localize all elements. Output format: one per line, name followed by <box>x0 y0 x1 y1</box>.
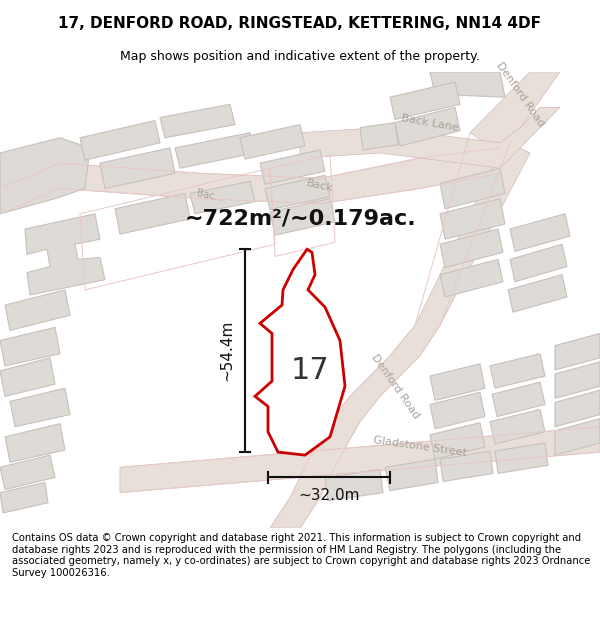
Polygon shape <box>490 409 545 444</box>
Polygon shape <box>508 274 567 312</box>
Polygon shape <box>440 229 503 268</box>
Polygon shape <box>175 132 255 168</box>
Polygon shape <box>300 107 560 168</box>
Polygon shape <box>555 419 600 455</box>
Text: 17: 17 <box>290 356 329 386</box>
Polygon shape <box>240 124 305 159</box>
Polygon shape <box>385 459 438 491</box>
Polygon shape <box>325 469 383 501</box>
Polygon shape <box>440 168 505 209</box>
Polygon shape <box>440 199 505 239</box>
Polygon shape <box>360 122 398 150</box>
Polygon shape <box>440 451 493 481</box>
Text: ~722m²/~0.179ac.: ~722m²/~0.179ac. <box>184 209 416 229</box>
Polygon shape <box>492 382 545 417</box>
Polygon shape <box>510 214 570 251</box>
Polygon shape <box>5 424 65 462</box>
Text: 17, DENFORD ROAD, RINGSTEAD, KETTERING, NN14 4DF: 17, DENFORD ROAD, RINGSTEAD, KETTERING, … <box>59 16 542 31</box>
Polygon shape <box>10 388 70 427</box>
Text: Gladstone Street: Gladstone Street <box>373 436 467 459</box>
Polygon shape <box>190 181 255 214</box>
Polygon shape <box>0 328 60 366</box>
Polygon shape <box>100 148 175 189</box>
Polygon shape <box>260 150 325 184</box>
Text: ~32.0m: ~32.0m <box>298 488 360 503</box>
Polygon shape <box>395 107 460 146</box>
Polygon shape <box>440 259 503 297</box>
Polygon shape <box>390 82 460 119</box>
Polygon shape <box>115 194 190 234</box>
Text: Map shows position and indicative extent of the property.: Map shows position and indicative extent… <box>120 50 480 63</box>
Polygon shape <box>510 244 567 282</box>
Text: Denford Road: Denford Road <box>494 60 546 128</box>
Polygon shape <box>555 362 600 398</box>
Text: Denford Road: Denford Road <box>369 352 421 420</box>
Polygon shape <box>270 72 560 528</box>
Polygon shape <box>5 290 70 331</box>
Text: Contains OS data © Crown copyright and database right 2021. This information is : Contains OS data © Crown copyright and d… <box>12 533 590 578</box>
Polygon shape <box>0 138 90 214</box>
Polygon shape <box>80 121 160 160</box>
Text: ~54.4m: ~54.4m <box>220 320 235 381</box>
Polygon shape <box>25 214 105 295</box>
Polygon shape <box>430 392 485 429</box>
Polygon shape <box>430 364 485 401</box>
Text: Bac...: Bac... <box>196 188 224 203</box>
Polygon shape <box>555 390 600 427</box>
Polygon shape <box>0 357 55 396</box>
Polygon shape <box>120 427 600 493</box>
Polygon shape <box>0 455 55 489</box>
Polygon shape <box>430 72 505 98</box>
Polygon shape <box>160 104 235 138</box>
Polygon shape <box>270 199 335 235</box>
Polygon shape <box>430 422 485 459</box>
Text: Back Lane: Back Lane <box>401 112 460 132</box>
Polygon shape <box>555 334 600 370</box>
Polygon shape <box>495 443 548 473</box>
Text: Back: Back <box>305 177 334 193</box>
Polygon shape <box>0 482 48 513</box>
Polygon shape <box>0 148 500 214</box>
Polygon shape <box>265 175 330 210</box>
Polygon shape <box>490 354 545 388</box>
Polygon shape <box>255 249 345 455</box>
